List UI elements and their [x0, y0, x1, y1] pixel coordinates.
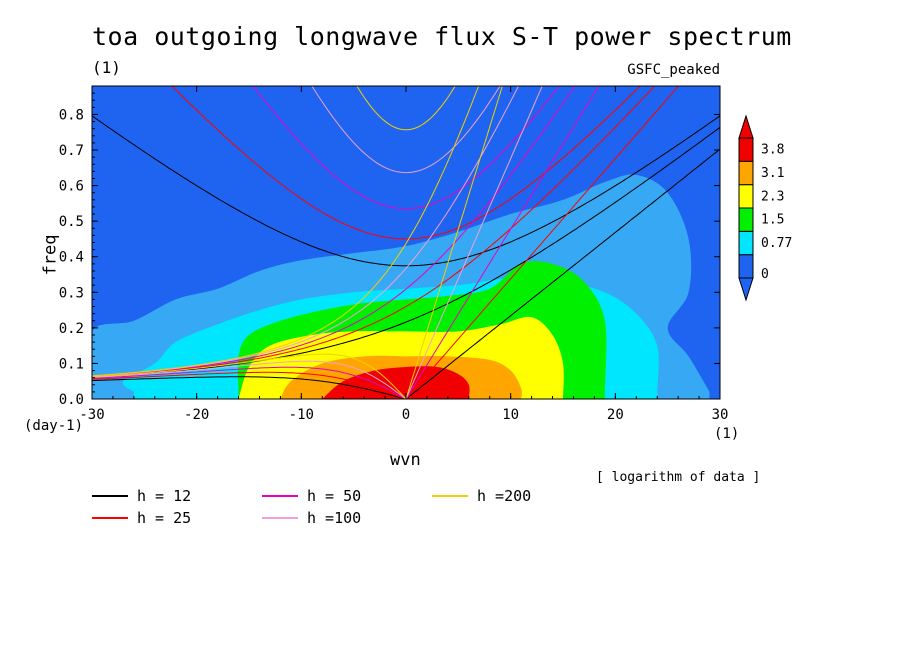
inertia-gravity-n1-200: [356, 86, 456, 131]
chart-title: toa outgoing longwave flux S-T power spe…: [92, 22, 792, 51]
equatorial-rossby-12: [92, 376, 407, 399]
legend-label: h = 50: [307, 487, 361, 505]
y-tick-label: 0.3: [59, 285, 84, 301]
dispersion-curves: [92, 86, 720, 399]
y-tick-label: 0.7: [59, 143, 84, 159]
y-tick-label: 0.4: [59, 250, 84, 266]
colorbar-label: 2.3: [761, 189, 784, 204]
kelvin-wave-200: [405, 86, 503, 399]
x-tick-label: -30: [79, 407, 104, 423]
y-tick-label: 0.2: [59, 321, 84, 337]
x-axis-unit-left: (day-1): [24, 418, 84, 434]
footnote: [ logarithm of data ]: [596, 470, 761, 485]
equatorial-rossby-25: [92, 371, 407, 399]
colorbar-label: 3.8: [761, 143, 784, 158]
y-tick-label: 0.5: [59, 214, 84, 230]
y-tick-label: 0.6: [59, 179, 84, 195]
legend: h = 12 h = 25 h = 50 h =100 h =200: [92, 487, 531, 527]
colorbar: 0 0.77 1.5 2.3 3.1 3.8: [738, 114, 792, 302]
y-tick-label: 0.0: [59, 392, 84, 408]
inertia-gravity-n1-25: [171, 86, 641, 240]
x-tick-label: -20: [184, 407, 209, 423]
colorbar-label: 3.1: [761, 166, 784, 181]
colorbar-min-arrow: [738, 277, 754, 302]
equatorial-rossby-200: [92, 353, 407, 399]
x-tick-label: -10: [289, 407, 314, 423]
inertia-gravity-n0-12: [405, 126, 720, 323]
mixed-rossby-gravity-200: [92, 243, 407, 377]
legend-label: h = 12: [137, 487, 191, 505]
x-tick-label: 30: [712, 407, 729, 423]
colorbar-swatch: [738, 254, 754, 279]
equatorial-rossby-100: [92, 360, 407, 399]
dispersion-200: [92, 86, 503, 399]
kelvin-wave-50: [405, 86, 600, 399]
inertia-gravity-n0-50: [405, 86, 576, 290]
kelvin-wave-100: [405, 86, 543, 399]
inertia-gravity-n1-100: [311, 86, 501, 174]
inertia-gravity-n1-12: [92, 115, 720, 267]
x-axis-unit-right: (1): [714, 426, 740, 442]
equatorial-rossby-50: [92, 366, 407, 399]
title-units: (1): [92, 58, 121, 77]
kelvin-wave-25: [405, 86, 680, 399]
kelvin-wave-12: [405, 148, 720, 399]
colorbar-swatch: [738, 230, 754, 256]
colorbar-swatch: [738, 207, 754, 232]
x-tick-label: 10: [502, 407, 519, 423]
colorbar-label: 0: [761, 267, 769, 282]
colorbar-swatch: [738, 137, 754, 162]
contour-fills: [92, 174, 710, 399]
legend-label: h = 25: [137, 509, 191, 527]
y-tick-label: 0.1: [59, 356, 84, 372]
inertia-gravity-n0-25: [405, 86, 656, 308]
colorbar-swatch: [738, 184, 754, 209]
colorbar-label: 0.77: [761, 236, 792, 251]
legend-label: h =200: [477, 487, 531, 505]
legend-label: h =100: [307, 509, 361, 527]
inertia-gravity-n0-100: [405, 86, 520, 269]
colorbar-label: 1.5: [761, 213, 784, 228]
colorbar-max-arrow: [738, 114, 754, 139]
axes: -30 -20 -10 0 10 20 30 0.0 0.1 0.2 0.3 0.4 0.5 0.6 0.7…: [59, 86, 729, 423]
y-tick-label: 0.8: [59, 107, 84, 123]
colorbar-swatch: [738, 160, 754, 186]
x-tick-label: 20: [607, 407, 624, 423]
inertia-gravity-n0-200: [405, 86, 480, 244]
x-axis-label: wvn: [390, 450, 421, 470]
contour-level-4-5: [322, 366, 470, 399]
inertia-gravity-n1-50: [252, 86, 560, 210]
x-tick-label: 0: [402, 407, 410, 423]
model-name: GSFC_peaked: [627, 62, 720, 78]
